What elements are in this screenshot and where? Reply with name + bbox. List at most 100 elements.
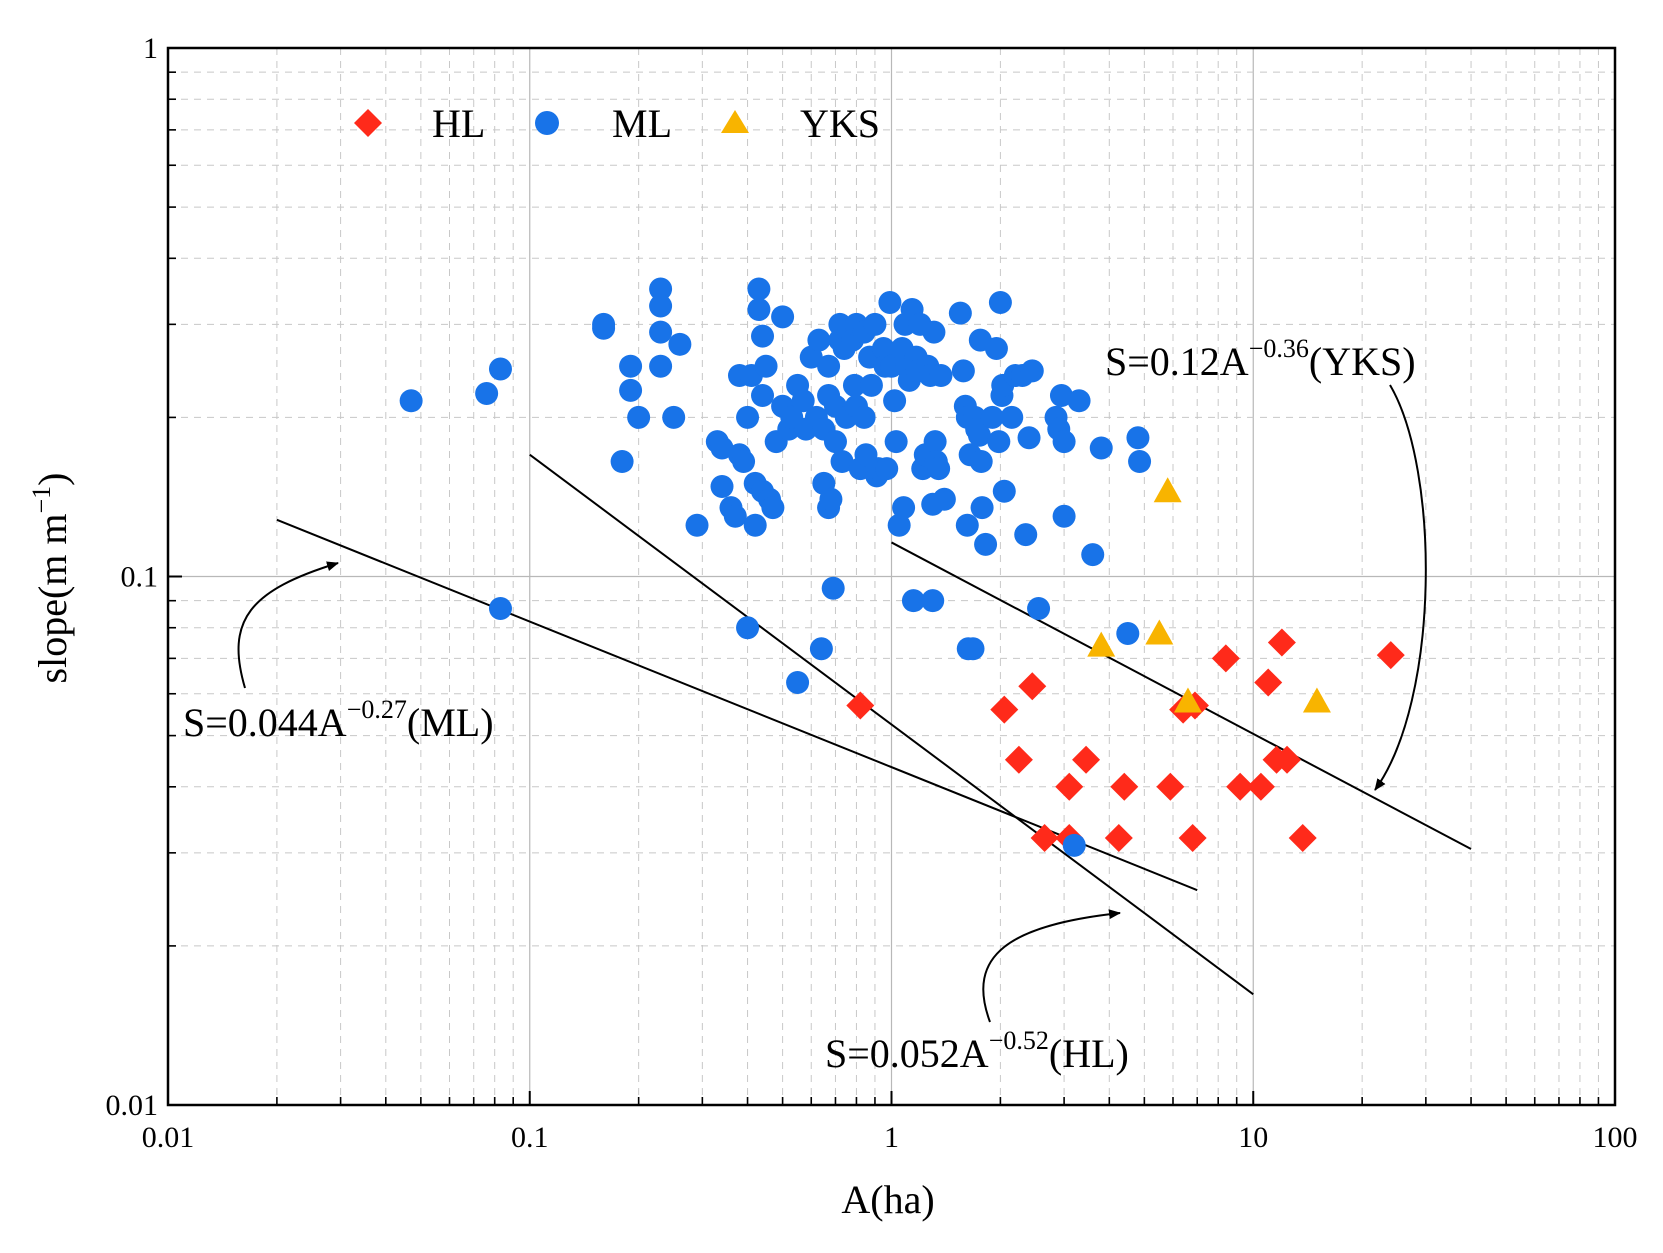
legend-marker-ml — [535, 111, 559, 135]
point-ml — [649, 354, 673, 378]
point-ml — [592, 316, 616, 340]
point-ml — [1081, 543, 1105, 567]
point-ml — [662, 405, 686, 429]
legend-label-hl: HL — [432, 101, 485, 146]
point-ml — [852, 405, 876, 429]
point-ml — [961, 637, 985, 661]
point-ml — [984, 337, 1008, 361]
point-ml — [710, 436, 734, 460]
point-yks — [1302, 687, 1331, 713]
point-ml — [948, 301, 972, 325]
point-hl — [1030, 824, 1059, 853]
point-ml — [823, 430, 847, 454]
point-hl — [1110, 772, 1139, 801]
point-ml — [723, 504, 747, 528]
point-ml — [842, 373, 866, 397]
point-ml — [488, 357, 512, 381]
point-ml — [649, 294, 673, 318]
point-ml — [649, 320, 673, 344]
point-ml — [1020, 359, 1044, 383]
point-ml — [685, 513, 709, 537]
point-ml — [743, 513, 767, 537]
annotation-yks-fit: S=0.12A−0.36(YKS) — [1105, 334, 1416, 384]
annotation-hl-fit: S=0.052A−0.52(HL) — [825, 1026, 1129, 1076]
point-ml — [1014, 523, 1038, 547]
point-ml — [887, 513, 911, 537]
point-ml — [1067, 389, 1091, 413]
point-ml — [884, 430, 908, 454]
annotation-ml-fit: S=0.044A−0.27(ML) — [183, 695, 494, 745]
arrow-ml — [237, 561, 339, 689]
point-hl — [1178, 824, 1207, 853]
fit-line-hl — [529, 453, 1254, 996]
point-ml — [974, 532, 998, 556]
legend: HL ML YKS — [354, 101, 880, 146]
point-ml — [1116, 622, 1140, 646]
point-hl — [1288, 824, 1317, 853]
point-hl — [1376, 641, 1405, 670]
point-ml — [1000, 405, 1024, 429]
point-ml — [1052, 504, 1076, 528]
arrow-yks — [1374, 384, 1427, 791]
point-ml — [969, 450, 993, 474]
point-ml — [627, 405, 651, 429]
tick-labels: 0.01 0.1 1 10 100 0.01 0.1 1 — [106, 32, 1638, 1154]
arrow-hl — [982, 909, 1121, 1023]
point-ml — [747, 298, 771, 322]
legend-label-ml: ML — [612, 101, 672, 146]
point-ml — [970, 496, 994, 520]
x-axis-title: A(ha) — [841, 1177, 934, 1222]
point-ml — [771, 305, 795, 329]
data-points — [399, 277, 1405, 857]
point-ml — [951, 359, 975, 383]
point-ml — [747, 277, 771, 301]
point-ml — [955, 513, 979, 537]
point-ml — [751, 324, 775, 348]
axis-ticks — [167, 71, 1600, 1106]
point-ml — [821, 576, 845, 600]
point-ml — [921, 589, 945, 613]
point-ml — [751, 384, 775, 408]
x-tick-label: 1 — [884, 1121, 899, 1154]
point-ml — [992, 479, 1016, 503]
point-hl — [1018, 672, 1047, 701]
point-ml — [817, 354, 841, 378]
point-ml — [710, 475, 734, 499]
point-ml — [807, 328, 831, 352]
point-ml — [736, 616, 760, 640]
point-ml — [1126, 426, 1150, 450]
point-ml — [732, 450, 756, 474]
point-ml — [878, 290, 902, 314]
point-ml — [967, 423, 991, 447]
point-ml — [1089, 436, 1113, 460]
point-hl — [1104, 824, 1133, 853]
point-ml — [929, 364, 953, 388]
point-hl — [1156, 772, 1185, 801]
legend-marker-hl — [354, 109, 382, 137]
point-ml — [649, 277, 673, 301]
point-ml — [819, 487, 843, 511]
fit-line-yks — [891, 541, 1472, 850]
point-hl — [1226, 772, 1255, 801]
point-ml — [786, 671, 810, 695]
point-ml — [923, 430, 947, 454]
x-tick-label: 0.1 — [511, 1121, 549, 1154]
point-hl — [1254, 668, 1283, 697]
point-ml — [859, 373, 883, 397]
y-tick-label: 0.1 — [121, 561, 159, 594]
x-tick-label: 0.01 — [142, 1121, 195, 1154]
point-ml — [1062, 833, 1086, 857]
legend-marker-yks — [721, 110, 749, 133]
point-ml — [830, 450, 854, 474]
point-ml — [619, 378, 643, 402]
point-ml — [761, 496, 785, 520]
point-hl — [990, 695, 1019, 724]
point-ml — [791, 389, 815, 413]
grid — [168, 48, 1615, 1105]
point-ml — [1049, 384, 1073, 408]
point-hl — [846, 691, 875, 720]
point-ml — [988, 290, 1012, 314]
point-hl — [1055, 772, 1084, 801]
point-yks — [1173, 687, 1202, 713]
point-hl — [1273, 745, 1302, 774]
